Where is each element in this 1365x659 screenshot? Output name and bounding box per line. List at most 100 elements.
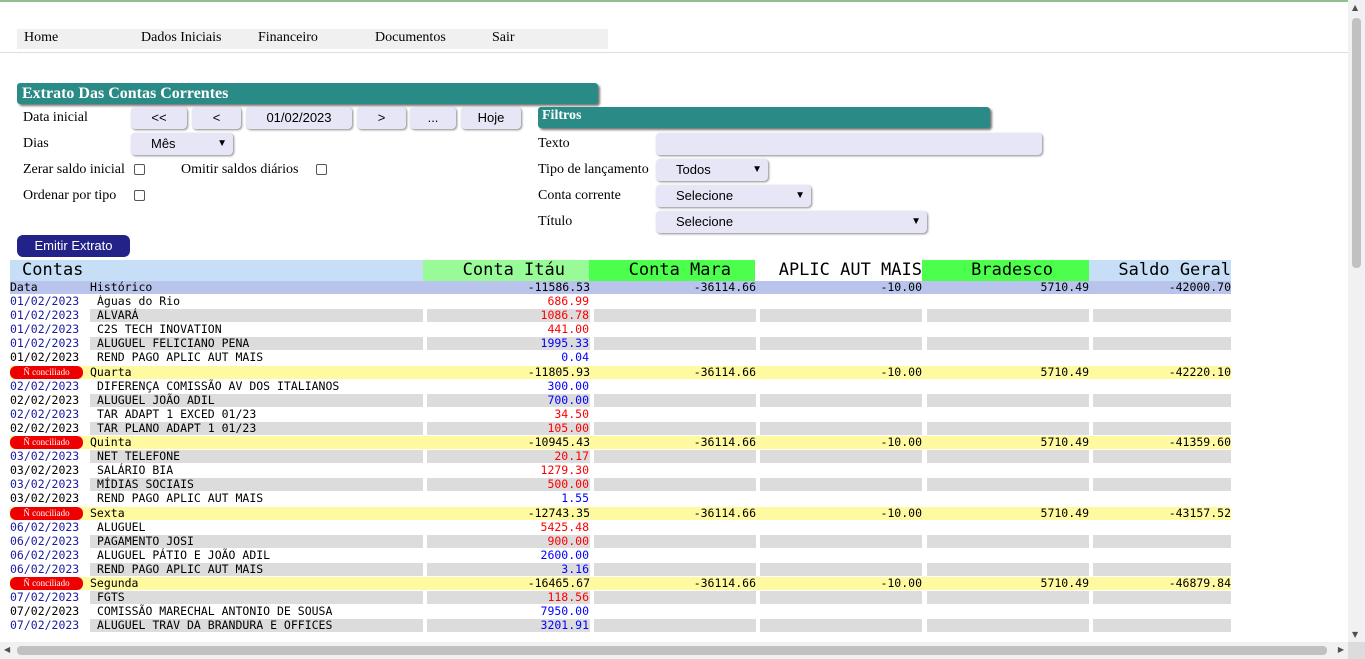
entry-date[interactable]: 01/02/2023	[10, 350, 80, 365]
nao-conciliado-badge[interactable]: Ñ conciliado	[10, 577, 83, 590]
conta-corrente-select[interactable]: Selecione ▼	[656, 185, 811, 207]
cell-bg	[1093, 492, 1231, 506]
chevron-down-icon: ▼	[217, 138, 227, 149]
cell-bg	[594, 478, 756, 492]
menu-financeiro[interactable]: Financeiro	[258, 30, 318, 45]
titulo-select[interactable]: Selecione ▼	[656, 211, 927, 233]
statement-entry-row: 03/02/2023 NET TELEFONE 20.17	[0, 449, 1240, 464]
nao-conciliado-badge[interactable]: Ñ conciliado	[10, 365, 83, 379]
entry-date[interactable]: 01/02/2023	[10, 308, 80, 323]
cell-bg	[760, 323, 922, 337]
tipo-lancamento-select[interactable]: Todos ▼	[656, 159, 768, 181]
cell-bg	[427, 520, 590, 534]
tipo-lancamento-label: Tipo de lançamento	[538, 162, 649, 177]
header-conta-mara: Conta Mara	[589, 260, 755, 281]
cell-bg	[927, 562, 1089, 576]
more-button[interactable]: ...	[410, 107, 456, 129]
entry-date[interactable]: 02/02/2023	[10, 420, 80, 435]
titulo-label: Título	[538, 214, 573, 229]
menu-dados-iniciais[interactable]: Dados Iniciais	[141, 30, 222, 45]
cell-bg	[1093, 619, 1231, 633]
entry-date[interactable]: 06/02/2023	[10, 561, 80, 576]
vertical-scroll-thumb[interactable]	[1352, 18, 1361, 268]
next-period-button[interactable]: >	[357, 107, 406, 129]
entry-description: SALÁRIO BIA	[97, 463, 174, 478]
cell-bg	[594, 619, 756, 633]
entry-amount: 441.00	[547, 322, 589, 337]
entry-amount: 900.00	[547, 533, 589, 548]
cell-bg	[760, 492, 922, 506]
weekday-label: Sexta	[90, 505, 125, 520]
statement-entry-row: 01/02/2023 Águas do Rio 686.99	[0, 295, 1240, 308]
entry-date[interactable]: 02/02/2023	[10, 406, 80, 421]
entry-description: ALUGUEL	[97, 519, 146, 534]
first-period-button[interactable]: <<	[131, 107, 187, 129]
scroll-up-icon[interactable]: ▲	[1352, 3, 1359, 12]
prev-period-button[interactable]: <	[192, 107, 241, 129]
scroll-left-icon[interactable]: ◀	[4, 645, 11, 654]
cell-bg	[427, 337, 590, 351]
entry-date[interactable]: 07/02/2023	[10, 604, 80, 619]
cell-bg	[760, 562, 922, 576]
entry-date[interactable]: 03/02/2023	[10, 491, 80, 506]
entry-date[interactable]: 03/02/2023	[10, 477, 80, 492]
entry-date[interactable]: 06/02/2023	[10, 533, 80, 548]
entry-amount: 3201.91	[540, 618, 589, 633]
entry-amount: 1995.33	[540, 336, 589, 351]
emitir-extrato-button[interactable]: Emitir Extrato	[17, 235, 130, 257]
entry-date[interactable]: 06/02/2023	[10, 547, 80, 562]
menu-documentos[interactable]: Documentos	[375, 30, 446, 45]
entry-date[interactable]: 06/02/2023	[10, 519, 80, 534]
entry-date[interactable]: 07/02/2023	[10, 590, 80, 605]
horizontal-scrollbar[interactable]: ◀ ▶	[0, 642, 1348, 659]
cell-bg	[927, 323, 1089, 337]
daily-balance-value: -41359.60	[1168, 435, 1231, 449]
weekday-label: Segunda	[90, 576, 139, 590]
cell-bg	[427, 605, 590, 619]
statement-entry-row: 01/02/2023 ALVARÁ 1086.78	[0, 308, 1240, 323]
cell-bg	[427, 478, 590, 492]
nao-conciliado-badge[interactable]: Ñ conciliado	[10, 436, 83, 449]
cell-bg	[427, 295, 590, 308]
scroll-right-icon[interactable]: ▶	[1337, 645, 1344, 654]
daily-balance-value: -36114.66	[693, 364, 756, 379]
entry-date[interactable]: 01/02/2023	[10, 295, 80, 308]
scroll-down-icon[interactable]: ▼	[1352, 630, 1359, 639]
omitir-checkbox[interactable]	[316, 164, 327, 175]
entry-date[interactable]: 03/02/2023	[10, 463, 80, 478]
texto-input[interactable]	[656, 133, 1042, 155]
cell-bg	[427, 450, 590, 464]
today-button[interactable]: Hoje	[461, 107, 521, 129]
cell-bg	[427, 407, 590, 421]
entry-date[interactable]: 03/02/2023	[10, 449, 80, 464]
dias-select[interactable]: Mês ▼	[131, 133, 233, 155]
cell-bg	[90, 478, 423, 492]
opening-mara: -36114.66	[693, 280, 756, 294]
menu-home[interactable]: Home	[24, 30, 59, 45]
entry-date[interactable]: 07/02/2023	[10, 618, 80, 633]
nao-conciliado-badge[interactable]: Ñ conciliado	[10, 506, 83, 520]
zerar-checkbox[interactable]	[134, 164, 145, 175]
entry-amount: 7950.00	[540, 604, 589, 619]
entry-amount: 5425.48	[540, 519, 589, 534]
date-input[interactable]: 01/02/2023	[246, 107, 352, 129]
daily-balance-value: -10.00	[880, 505, 922, 520]
vertical-scrollbar[interactable]: ▲ ▼	[1348, 0, 1365, 642]
entry-date[interactable]: 01/02/2023	[10, 336, 80, 351]
ordenar-checkbox[interactable]	[134, 190, 145, 201]
menu-sair[interactable]: Sair	[492, 30, 515, 45]
horizontal-scroll-thumb[interactable]	[17, 646, 1327, 655]
statement-entry-row: 07/02/2023 ALUGUEL TRAV DA BRANDURA E OFF…	[0, 618, 1240, 633]
menu-divider	[0, 52, 1348, 53]
entry-amount: 1086.78	[540, 308, 589, 323]
daily-balance-bg	[10, 506, 1231, 520]
entry-date[interactable]: 01/02/2023	[10, 322, 80, 337]
entry-date[interactable]: 02/02/2023	[10, 392, 80, 407]
cell-bg	[90, 421, 423, 435]
weekday-label: Quarta	[90, 364, 132, 379]
cell-bg	[594, 421, 756, 435]
cell-bg	[427, 492, 590, 506]
entry-date[interactable]: 02/02/2023	[10, 378, 80, 393]
cell-bg	[594, 323, 756, 337]
cell-bg	[594, 393, 756, 407]
